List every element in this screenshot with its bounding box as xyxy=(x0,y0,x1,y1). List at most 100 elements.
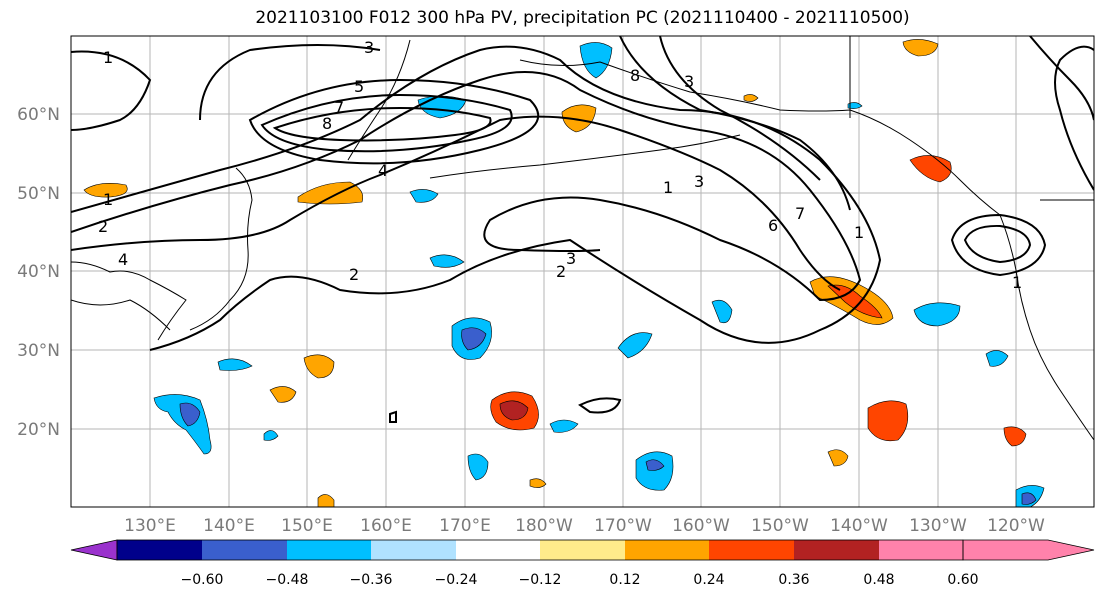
colorbar: −0.60 −0.48 −0.36 −0.24 −0.12 0.12 0.24 … xyxy=(70,539,1095,588)
colorbar-bin xyxy=(202,540,287,560)
pv-contour xyxy=(248,78,540,165)
precip-blob xyxy=(269,386,297,403)
colorbar-bin xyxy=(456,540,540,560)
map-title: 2021103100 F012 300 hPa PV, precipitatio… xyxy=(255,8,910,28)
pv-contour xyxy=(659,36,821,181)
colorbar-bin xyxy=(625,540,709,560)
pv-contour xyxy=(71,115,841,291)
precip-blob xyxy=(317,494,335,507)
colorbar-tick-label: −0.48 xyxy=(266,572,309,588)
contour-label: 2 xyxy=(349,265,359,284)
precip-blob xyxy=(429,254,465,268)
coastline-asia xyxy=(71,261,187,341)
contour-label: 7 xyxy=(334,98,344,117)
colorbar-tick-label: 0.24 xyxy=(693,572,724,588)
precip-blob xyxy=(617,332,653,359)
contour-label: 2 xyxy=(556,262,566,281)
colorbar-bin xyxy=(540,540,625,560)
colorbar-tick-label: −0.36 xyxy=(350,572,393,588)
coastline-aleutians xyxy=(429,134,741,179)
contour-label: 3 xyxy=(684,72,694,91)
contour-label: 5 xyxy=(354,77,364,96)
pv-contour xyxy=(1029,36,1094,121)
lat-label: 50°N xyxy=(17,184,60,204)
contour-label: 4 xyxy=(118,250,128,269)
contour-label: 1 xyxy=(1012,273,1022,292)
precip-blob xyxy=(217,358,253,371)
lon-label: 150°E xyxy=(281,516,333,536)
precip-blob xyxy=(1003,426,1027,447)
lon-label: 120°W xyxy=(987,516,1045,536)
contour-label: 1 xyxy=(854,223,864,242)
longitude-labels: 130°E 140°E 150°E 160°E 170°E 180°W 170°… xyxy=(124,516,1045,536)
pv-contour xyxy=(578,397,622,414)
precip-blob xyxy=(297,181,364,205)
contour-labels: 1 3 5 7 8 1 2 4 2 3 2 4 1 3 6 7 1 1 8 3 xyxy=(98,38,1022,292)
colorbar-bin xyxy=(879,540,963,560)
lon-label: 160°W xyxy=(672,516,730,536)
precipitation-shading xyxy=(83,39,1045,507)
colorbar-extend-low xyxy=(70,539,118,561)
lon-label: 170°W xyxy=(594,516,652,536)
colorbar-bin xyxy=(709,540,794,560)
pv-contour xyxy=(71,50,152,131)
pv-contour xyxy=(950,213,1047,277)
precip-blob xyxy=(902,39,939,57)
precip-blob xyxy=(909,155,952,183)
precip-blob xyxy=(179,402,201,427)
pv-contour xyxy=(260,93,513,153)
lon-label: 130°E xyxy=(124,516,176,536)
colorbar-bin xyxy=(117,540,202,560)
precip-blob xyxy=(579,42,613,79)
contour-label: 1 xyxy=(103,48,113,67)
lon-label: 140°W xyxy=(830,516,888,536)
precip-blob xyxy=(409,189,439,203)
colorbar-tick-label: 0.12 xyxy=(609,572,640,588)
precip-blob xyxy=(635,451,674,491)
lon-label: 130°W xyxy=(909,516,967,536)
lon-label: 170°E xyxy=(439,516,491,536)
precip-blob xyxy=(827,284,883,319)
colorbar-bin xyxy=(794,540,879,560)
pv-contour xyxy=(71,45,882,351)
colorbar-tick-label: −0.12 xyxy=(519,572,562,588)
lat-label: 30°N xyxy=(17,341,60,361)
precip-blob xyxy=(303,354,335,379)
precip-blob xyxy=(499,400,529,421)
precip-blob xyxy=(827,449,849,467)
coastline-japan xyxy=(189,167,253,331)
lon-label: 160°E xyxy=(360,516,412,536)
contour-label: 3 xyxy=(694,172,704,191)
colorbar-bin xyxy=(371,540,456,560)
contour-label: 1 xyxy=(663,178,673,197)
coastline-kamchatka xyxy=(347,39,411,161)
colorbar-tick-label: −0.24 xyxy=(435,572,478,588)
precip-blob xyxy=(561,104,597,133)
precip-blob xyxy=(645,459,665,471)
pv-contour xyxy=(389,410,397,423)
precip-blob xyxy=(711,299,733,324)
coastline-alaska xyxy=(519,59,1001,216)
latitude-labels: 60°N 50°N 40°N 30°N 20°N xyxy=(17,105,60,440)
precip-blob xyxy=(913,302,961,327)
contour-label: 1 xyxy=(103,190,113,209)
colorbar-bin xyxy=(287,540,371,560)
contour-label: 8 xyxy=(630,66,640,85)
precip-blob xyxy=(263,430,279,441)
precip-blob xyxy=(1021,492,1037,505)
lon-label: 140°E xyxy=(203,516,255,536)
precip-blob xyxy=(83,183,128,198)
colorbar-tick-label: −0.60 xyxy=(181,572,224,588)
lat-label: 20°N xyxy=(17,420,60,440)
precip-blob xyxy=(743,94,759,102)
contour-label: 6 xyxy=(768,216,778,235)
colorbar-tick-label: 0.36 xyxy=(778,572,809,588)
pv-contour xyxy=(619,36,851,211)
precip-blob xyxy=(867,400,909,442)
pv-contour xyxy=(963,224,1032,264)
precip-blob xyxy=(985,350,1009,367)
lon-label: 180°W xyxy=(515,516,573,536)
colorbar-extend-high xyxy=(962,539,1095,561)
precip-blob xyxy=(549,419,579,433)
precip-blob xyxy=(461,327,487,351)
